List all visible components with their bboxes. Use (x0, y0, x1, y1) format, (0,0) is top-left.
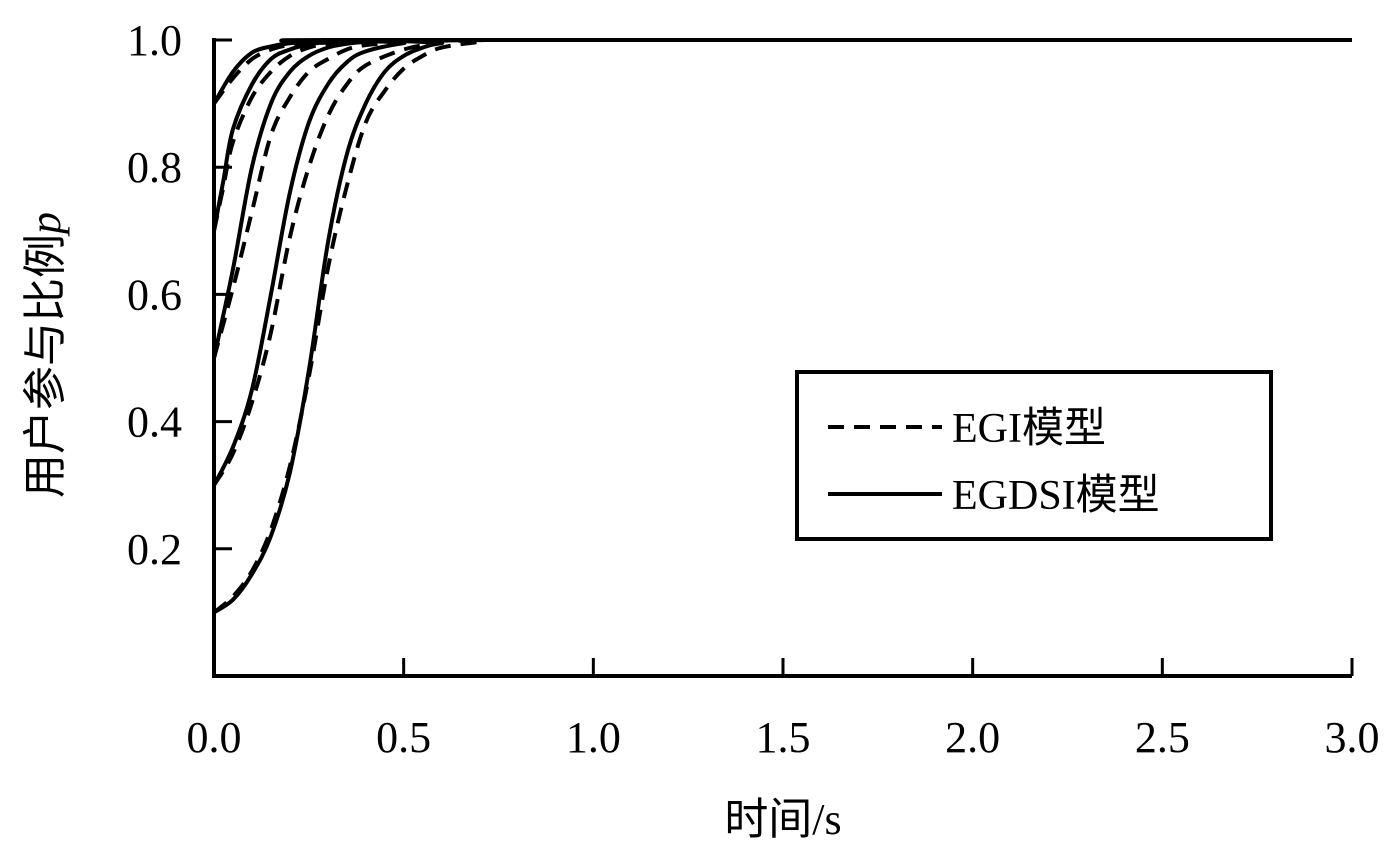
legend-box (795, 370, 1273, 541)
x-tick-label: 1.5 (756, 713, 811, 762)
legend-label-egi: EGI模型 (952, 406, 1106, 452)
y-tick-label: 0.8 (127, 143, 182, 192)
y-axis-title-symbol: p (21, 212, 70, 237)
y-tick-label: 1.0 (127, 16, 182, 65)
x-tick-label: 2.5 (1135, 713, 1190, 762)
x-tick-label: 3.0 (1325, 713, 1380, 762)
x-axis-title: 时间/s (724, 795, 841, 844)
x-tick-label: 0.0 (187, 713, 242, 762)
egdsi-series-line-8 (212, 37, 1352, 615)
legend-label-egdsi: EGDSI模型 (952, 473, 1160, 519)
x-tick-label: 1.0 (566, 713, 621, 762)
legend: EGI模型 EGDSI模型 (795, 370, 1273, 541)
egdsi-series-line-2 (212, 38, 1352, 232)
x-tick-label: 2.0 (945, 713, 1000, 762)
svg-text:用户参与比例p: 用户参与比例p (21, 212, 70, 498)
y-tick-label: 0.4 (127, 398, 182, 447)
y-tick-label: 0.6 (127, 270, 182, 319)
series-layer (212, 37, 1352, 615)
egi-series-line-9 (212, 37, 1352, 614)
egi-series-line-3 (212, 37, 1352, 232)
y-axis-title: 用户参与比例p (21, 212, 70, 498)
axes-layer: 0.0 0.5 1.0 1.5 2.0 2.5 3.0 0.2 0.4 0.6 0.8 1.0 (127, 16, 1380, 762)
y-axis-title-text: 用户参与比例 (21, 234, 70, 498)
x-tick-label: 0.5 (376, 713, 431, 762)
y-tick-label: 0.2 (127, 525, 182, 574)
